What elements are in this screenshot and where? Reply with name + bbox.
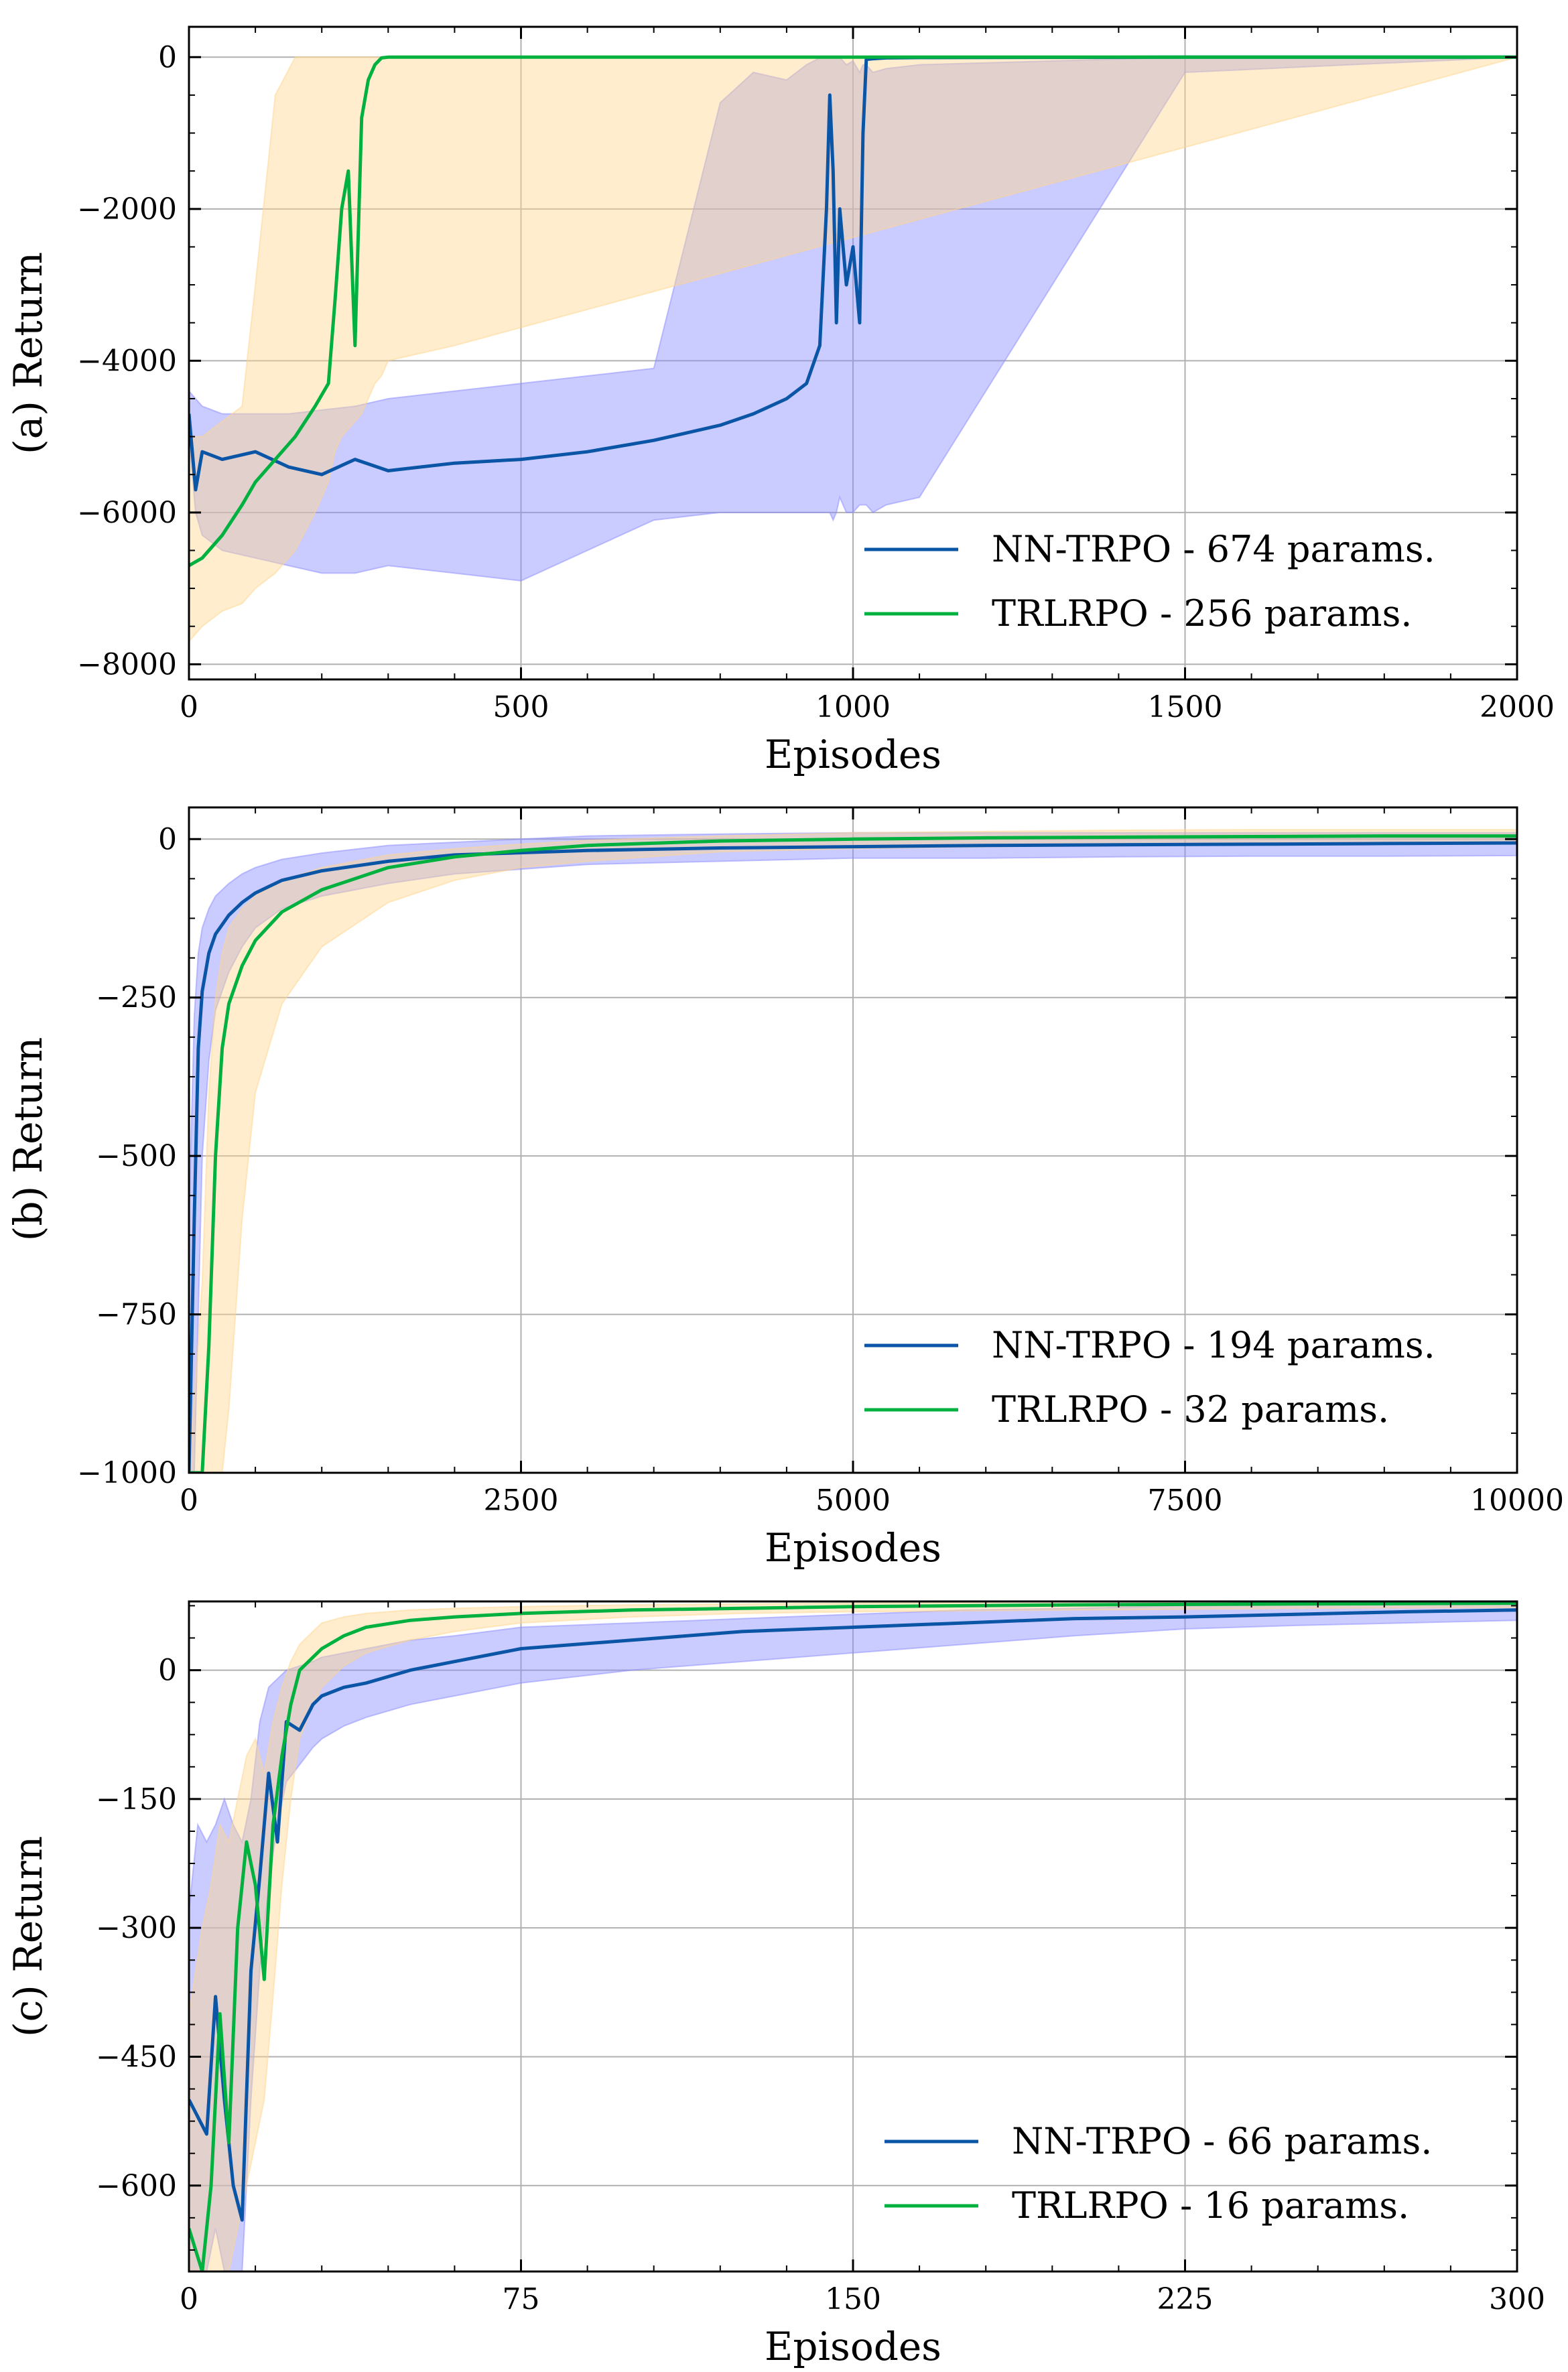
x-tick-label: 1000	[815, 690, 891, 724]
chart-panel-1: 0 500 1000 1500 2000 0 −2000 −4000 −6000 −8000 Epi…	[5, 25, 1555, 777]
y-tick-label: −600	[96, 2169, 177, 2203]
series-band-1	[189, 1602, 1517, 2271]
legend-label-1: NN-TRPO - 674 params.	[992, 528, 1435, 570]
y-tick-label: −150	[96, 1782, 177, 1817]
x-tick-label: 0	[180, 2282, 198, 2316]
series-band-2	[189, 829, 1517, 1473]
series-band-1	[189, 832, 1517, 1473]
y-tick-label: −450	[96, 2040, 177, 2074]
x-tick-label: 2000	[1480, 690, 1555, 724]
plot-area	[189, 55, 1517, 643]
series-band-1	[189, 56, 1517, 582]
y-tick-label: −500	[96, 1139, 177, 1173]
y-tick-label: −250	[96, 981, 177, 1015]
y-tick-label: −1000	[77, 1456, 177, 1490]
x-axis-label: Episodes	[765, 1525, 941, 1571]
y-tick-label: 0	[158, 40, 177, 74]
y-tick-label: −2000	[77, 192, 177, 226]
series-line-2	[189, 55, 1517, 568]
legend-label-2: TRLRPO - 256 params.	[992, 592, 1412, 635]
plot-area	[189, 1601, 1517, 2271]
y-tick-label: −6000	[77, 496, 177, 530]
x-tick-label: 10000	[1470, 1484, 1564, 1518]
plot-area	[189, 829, 1517, 1473]
x-tick-label: 500	[493, 690, 549, 724]
series-band-2	[189, 1601, 1517, 2271]
y-tick-label: −750	[96, 1298, 177, 1332]
x-tick-label: 2500	[484, 1484, 559, 1518]
y-axis-label: (b) Return	[5, 1037, 51, 1242]
series-line-1	[189, 1608, 1517, 2222]
legend-label-2: TRLRPO - 32 params.	[992, 1388, 1389, 1431]
series-line-2	[189, 1601, 1517, 2271]
series-line-1	[189, 841, 1517, 1473]
x-tick-label: 300	[1489, 2282, 1545, 2316]
legend-label-1: NN-TRPO - 66 params.	[1012, 2120, 1432, 2162]
x-tick-label: 150	[825, 2282, 881, 2316]
series-band-2	[189, 56, 1517, 643]
y-tick-label: −8000	[77, 647, 177, 681]
x-tick-label: 1500	[1148, 690, 1223, 724]
y-tick-label: −300	[96, 1911, 177, 1945]
x-tick-label: 5000	[815, 1484, 891, 1518]
y-tick-label: 0	[158, 1654, 177, 1688]
y-tick-label: −4000	[77, 344, 177, 378]
x-tick-label: 7500	[1148, 1484, 1223, 1518]
y-axis-label: (c) Return	[5, 1836, 51, 2037]
series-line-1	[189, 55, 1517, 492]
y-tick-label: 0	[158, 822, 177, 856]
x-tick-label: 0	[180, 690, 198, 724]
legend: NN-TRPO - 66 params. TRLRPO - 16 params.	[885, 2120, 1432, 2227]
chart-panel-2: 0 2500 5000 7500 10000 0 −250 −500 −750 −1000 Epis…	[5, 806, 1564, 1571]
chart-panel-3: 0 75 150 225 300 0 −150 −300 −450 −600 Episodes (c)…	[5, 1600, 1545, 2369]
x-axis-label: Episodes	[765, 2324, 941, 2369]
x-tick-label: 0	[180, 1484, 198, 1518]
legend-label-2: TRLRPO - 16 params.	[1012, 2184, 1409, 2227]
x-tick-label: 75	[503, 2282, 540, 2316]
legend-label-1: NN-TRPO - 194 params.	[992, 1324, 1435, 1366]
legend: NN-TRPO - 674 params. TRLRPO - 256 params…	[864, 528, 1435, 635]
x-tick-label: 225	[1157, 2282, 1214, 2316]
series-line-2	[189, 834, 1517, 1473]
legend: NN-TRPO - 194 params. TRLRPO - 32 params.	[864, 1324, 1435, 1431]
y-axis-label: (a) Return	[5, 252, 51, 454]
x-axis-label: Episodes	[765, 732, 941, 777]
